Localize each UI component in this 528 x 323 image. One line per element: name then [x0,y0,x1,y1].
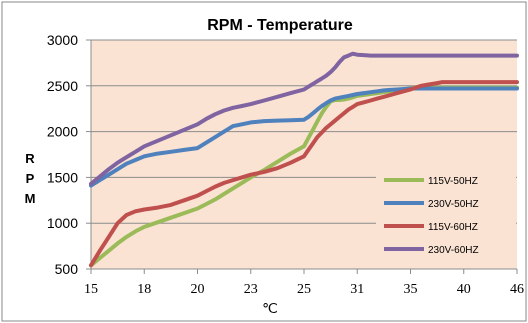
x-tick-label: 31 [350,282,364,297]
axes: 500 1000 1500 2000 2500 3000 15 18 20 23 25 31 35 40 4… [47,32,524,297]
x-tick-label: 35 [404,282,418,297]
x-tick-label: 23 [244,282,258,297]
y-tick-label: 2000 [47,124,78,140]
legend-label: 115V-60HZ [428,222,478,233]
legend-label: 115V-50HZ [428,176,478,187]
series-line-115v-60hz [89,80,519,268]
legend-label: 230V-50HZ [428,199,479,210]
y-tick-label: 1000 [47,215,78,231]
x-tick-label: 40 [457,282,471,297]
y-axis-label-letter: R [25,151,35,166]
chart-title: RPM - Temperature [207,17,353,34]
y-tick-label: 1500 [47,169,78,185]
legend-label: 230V-60HZ [428,245,479,256]
x-axis-label: ℃ [262,302,278,317]
y-tick-label: 2500 [47,78,78,94]
y-tick-label: 500 [55,261,79,277]
legend-box [376,155,516,260]
x-tick-label: 18 [137,282,151,297]
x-tick-label: 20 [191,282,205,297]
y-axis-label-letter: P [26,171,35,186]
y-axis-label: R P M [25,151,36,206]
y-tick-label: 3000 [47,32,78,48]
x-tick-label: 46 [510,282,524,297]
x-tick-label: 25 [297,282,311,297]
series-line-230v-50hz [89,86,519,188]
series-line-230v-60hz [89,51,519,186]
legend: 115V-50HZ 230V-50HZ 115V-60HZ 230V-60HZ [376,155,516,260]
x-tick-label: 15 [84,282,98,297]
series-lines [89,51,519,268]
y-axis-label-letter: M [25,191,36,206]
